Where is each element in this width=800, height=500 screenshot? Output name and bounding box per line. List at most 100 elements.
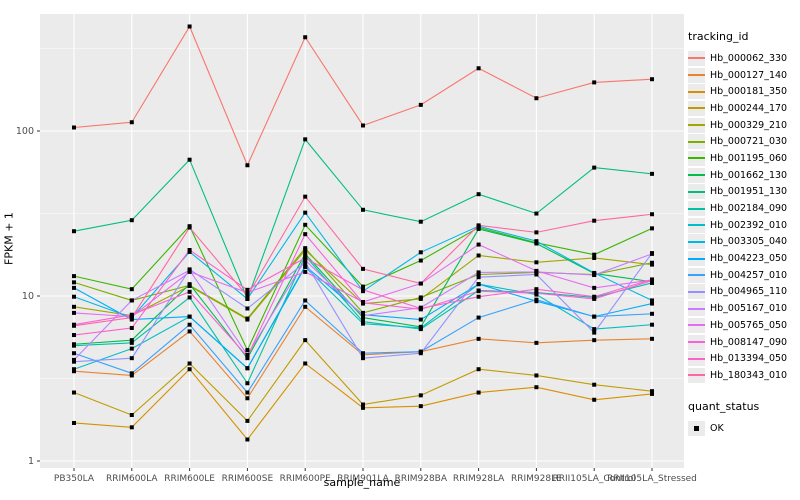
data-point	[245, 287, 250, 292]
data-point	[476, 223, 481, 228]
legend-entry-label: Hb_000181_350	[710, 86, 788, 98]
data-point	[418, 250, 423, 255]
legend-entry-Hb_001662_130: Hb_001662_130	[688, 167, 800, 184]
data-point	[72, 367, 76, 372]
data-point	[650, 280, 654, 285]
legend-entry-label: Hb_000721_030	[710, 136, 788, 148]
legend-entry-label: Hb_000329_210	[710, 119, 788, 131]
data-point	[650, 277, 654, 282]
data-point	[361, 405, 365, 410]
legend-entry-Hb_004223_050: Hb_004223_050	[688, 250, 800, 267]
data-point	[129, 312, 134, 317]
legend: tracking_id Hb_000062_330 Hb_000127_140 Hb…	[688, 30, 800, 436]
data-point	[418, 295, 423, 300]
x-tick-label: RRIM928LA	[453, 474, 505, 484]
legend-entry-label: Hb_013394_050	[710, 353, 788, 365]
data-point	[418, 325, 423, 330]
data-point	[592, 252, 597, 257]
data-point	[72, 304, 76, 309]
data-point	[129, 346, 134, 351]
legend-entry-Hb_004257_010: Hb_004257_010	[688, 267, 800, 284]
data-point	[361, 300, 365, 305]
data-point	[418, 219, 423, 224]
data-point	[72, 323, 76, 328]
legend-line-swatch	[688, 134, 705, 150]
data-point	[476, 272, 481, 277]
legend-line-swatch	[688, 84, 705, 100]
data-point	[592, 273, 597, 278]
data-point	[303, 255, 308, 260]
data-point	[361, 266, 365, 271]
data-point	[129, 413, 134, 418]
data-point	[592, 165, 597, 170]
data-point	[245, 348, 250, 353]
data-point	[303, 253, 308, 258]
x-tick-label: RRIM600SE	[222, 474, 274, 484]
data-point	[650, 226, 654, 231]
data-point	[534, 287, 539, 292]
legend-entry-Hb_005167_010: Hb_005167_010	[688, 300, 800, 317]
data-point	[476, 367, 481, 372]
data-point	[245, 163, 250, 168]
data-point	[650, 77, 654, 82]
legend-entry-Hb_000062_330: Hb_000062_330	[688, 50, 800, 67]
legend-entry-Hb_180343_010: Hb_180343_010	[688, 367, 800, 384]
data-point	[361, 356, 365, 361]
data-point	[245, 390, 250, 395]
data-point	[245, 354, 250, 359]
data-point	[361, 287, 365, 292]
data-point	[534, 340, 539, 345]
data-point	[534, 291, 539, 296]
data-point	[303, 338, 308, 343]
data-point	[245, 437, 250, 442]
data-point	[534, 260, 539, 265]
legend-entry-label: Hb_001951_130	[710, 186, 788, 198]
data-point	[129, 356, 134, 361]
data-point	[187, 367, 192, 372]
legend-entry-Hb_002392_010: Hb_002392_010	[688, 217, 800, 234]
legend-entry-Hb_000127_140: Hb_000127_140	[688, 67, 800, 84]
legend-entry-Hb_001951_130: Hb_001951_130	[688, 184, 800, 201]
data-point	[418, 393, 423, 398]
legend-line-swatch	[688, 317, 705, 333]
legend-line-swatch	[688, 351, 705, 367]
data-point	[129, 120, 134, 125]
data-point	[476, 315, 481, 320]
data-point	[72, 390, 76, 395]
data-point	[245, 306, 250, 311]
data-point	[72, 294, 76, 299]
legend-entry-label: Hb_002184_090	[710, 203, 788, 215]
legend-line-swatch	[688, 167, 705, 183]
legend-entry-label: Hb_001662_130	[710, 169, 788, 181]
legend-title-quant-status: quant_status	[688, 399, 760, 413]
data-point	[534, 272, 539, 277]
data-point	[592, 382, 597, 387]
legend-entry-label: Hb_000244_170	[710, 102, 788, 114]
data-point	[650, 251, 654, 256]
data-point	[303, 222, 308, 227]
legend-tracking-entries: Hb_000062_330 Hb_000127_140 Hb_000181_350 H…	[688, 50, 800, 384]
data-point	[476, 192, 481, 197]
x-tick-label: RRIM901LA	[337, 474, 389, 484]
data-point	[650, 336, 654, 341]
data-point	[187, 295, 192, 300]
data-point	[650, 311, 654, 316]
data-point	[361, 207, 365, 212]
legend-entry-Hb_005765_050: Hb_005765_050	[688, 317, 800, 334]
data-point	[303, 258, 308, 263]
data-point	[592, 330, 597, 335]
data-point	[72, 280, 76, 285]
legend-line-swatch	[688, 201, 705, 217]
data-point	[476, 275, 481, 280]
data-point	[418, 317, 423, 322]
legend-entry-label: Hb_004223_050	[710, 253, 788, 265]
data-point	[303, 251, 308, 256]
legend-line-swatch	[688, 267, 705, 283]
legend-line-swatch	[688, 184, 705, 200]
legend-entry-label: Hb_000062_330	[710, 52, 788, 64]
legend-entry-Hb_000181_350: Hb_000181_350	[688, 83, 800, 100]
x-tick-label: RRII105LA_Stressed	[607, 474, 697, 484]
data-point	[534, 373, 539, 378]
data-point	[303, 137, 308, 142]
